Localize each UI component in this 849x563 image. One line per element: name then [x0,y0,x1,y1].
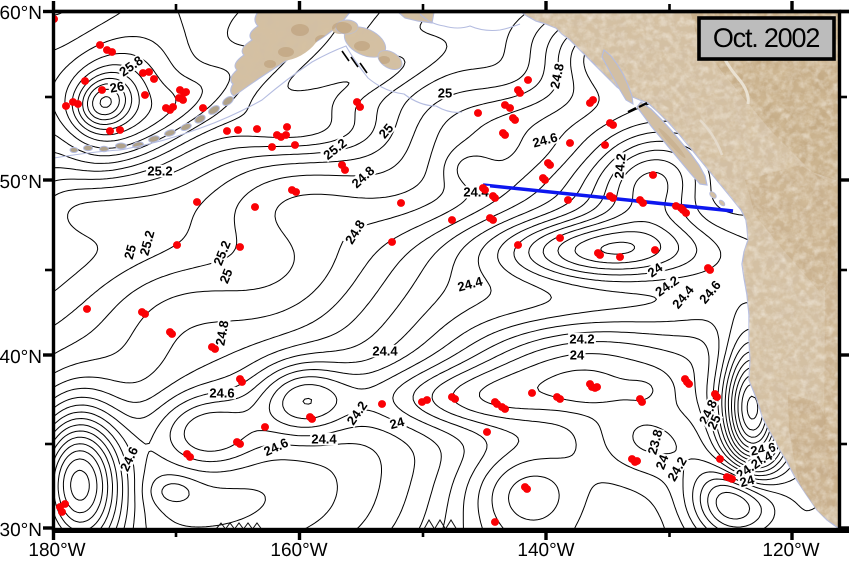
svg-text:60°N: 60°N [0,3,42,24]
svg-text:25: 25 [704,412,724,431]
svg-text:180°W: 180°W [28,540,85,561]
svg-text:24.6: 24.6 [531,129,559,150]
svg-text:120°W: 120°W [762,540,819,561]
svg-text:24.4: 24.4 [311,432,337,447]
svg-text:24.6: 24.6 [209,386,234,401]
svg-text:24.8: 24.8 [212,319,231,347]
svg-text:25: 25 [216,266,235,285]
svg-text:24.8: 24.8 [547,62,567,90]
svg-text:25: 25 [438,86,452,101]
svg-text:Oct. 2002: Oct. 2002 [713,23,819,53]
svg-text:24.4: 24.4 [456,273,485,294]
svg-text:24.4: 24.4 [372,344,398,359]
svg-text:140°W: 140°W [517,540,574,561]
svg-text:26: 26 [109,78,126,95]
svg-text:25.2: 25.2 [136,229,157,257]
svg-text:24: 24 [570,348,585,363]
svg-text:25: 25 [121,243,139,261]
svg-text:24.2: 24.2 [611,153,628,180]
svg-text:24: 24 [738,472,757,490]
svg-text:30°N: 30°N [0,520,42,541]
svg-text:40°N: 40°N [0,347,42,368]
svg-text:160°W: 160°W [270,540,327,561]
svg-text:24: 24 [388,414,407,432]
svg-text:24: 24 [652,452,671,471]
svg-text:24.2: 24.2 [569,332,594,347]
svg-text:23.8: 23.8 [644,428,665,456]
svg-text:50°N: 50°N [0,172,42,193]
svg-text:25.2: 25.2 [147,164,172,179]
